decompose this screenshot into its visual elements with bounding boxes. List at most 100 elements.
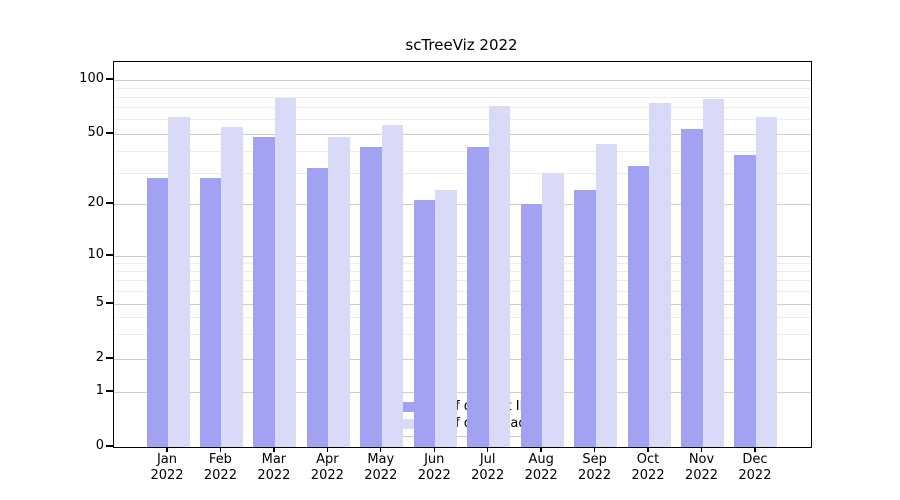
bar-downloads — [435, 190, 457, 447]
x-tick-year: 2022 — [578, 467, 612, 483]
y-tick-mark — [106, 390, 113, 392]
gridline-minor — [114, 270, 811, 272]
x-tick-year: 2022 — [417, 467, 451, 483]
bar-distinct-ips — [627, 165, 650, 447]
gridline-minor — [114, 87, 811, 89]
x-tick-label: Sep 2022 — [563, 452, 627, 483]
chart-title: scTreeViz 2022 — [405, 36, 518, 54]
x-tick-year: 2022 — [203, 467, 237, 483]
bar-distinct-ips — [520, 204, 543, 447]
x-tick-mark — [700, 447, 703, 452]
bar-distinct-ips — [199, 178, 222, 447]
y-tick-label: 20 — [87, 195, 104, 210]
x-tick-month: Dec — [742, 452, 768, 467]
bar-downloads — [702, 99, 724, 447]
bar-downloads — [755, 117, 778, 447]
x-tick-label: Feb 2022 — [188, 452, 252, 483]
x-tick-mark — [380, 447, 382, 452]
gridline-major — [114, 203, 811, 205]
x-tick-year: 2022 — [684, 467, 719, 483]
x-tick-month: Apr — [316, 452, 339, 467]
x-tick-label: Nov 2022 — [670, 452, 734, 483]
gridline-minor — [114, 262, 811, 264]
x-tick-month: Nov — [688, 452, 715, 467]
x-tick-mark — [326, 447, 329, 452]
y-tick-mark — [106, 254, 113, 256]
gridline-major — [114, 133, 811, 135]
y-tick-label: 0 — [95, 438, 104, 453]
bar-downloads — [328, 137, 350, 447]
x-tick-label: Mar 2022 — [242, 452, 306, 483]
x-tick-month: Aug — [528, 452, 554, 467]
x-tick-year: 2022 — [310, 467, 344, 483]
bar-downloads — [221, 126, 243, 447]
x-tick-mark — [433, 447, 435, 452]
x-tick-year: 2022 — [364, 467, 398, 483]
x-tick-label: Jun 2022 — [402, 452, 466, 483]
x-tick-mark — [540, 447, 542, 452]
y-tick-label: 100 — [79, 71, 104, 86]
x-tick-label: Apr 2022 — [295, 452, 359, 483]
gridline-minor — [114, 96, 811, 98]
gridline-minor — [114, 280, 811, 282]
x-tick-mark — [593, 447, 596, 452]
x-tick-label: Oct 2022 — [616, 452, 680, 483]
bar-distinct-ips — [467, 147, 489, 447]
x-tick-mark — [754, 447, 756, 452]
y-tick-mark — [106, 357, 113, 359]
x-tick-mark — [166, 447, 168, 452]
gridline-major — [114, 358, 811, 360]
x-tick-label: Jan 2022 — [135, 452, 199, 483]
bar-downloads — [649, 103, 671, 447]
x-tick-year: 2022 — [471, 467, 505, 483]
gridline-major — [114, 391, 811, 393]
y-tick-mark — [106, 302, 113, 304]
gridline-minor — [114, 290, 811, 292]
x-tick-month: Mar — [261, 452, 287, 467]
x-tick-year: 2022 — [631, 467, 665, 483]
x-tick-mark — [487, 447, 489, 452]
x-tick-label: Jul 2022 — [456, 452, 520, 483]
x-tick-year: 2022 — [524, 467, 558, 483]
x-tick-month: Oct — [636, 452, 660, 467]
y-tick-mark — [106, 78, 113, 80]
x-tick-year: 2022 — [257, 467, 291, 483]
x-tick-year: 2022 — [150, 467, 184, 483]
plot-area: Nb of distinct IPs Nb of downloads — [113, 61, 812, 448]
gridline-minor — [114, 172, 811, 174]
x-tick-mark — [219, 447, 222, 452]
bar-downloads — [274, 98, 297, 447]
x-tick-label: May 2022 — [349, 452, 413, 483]
bar-distinct-ips — [306, 168, 329, 447]
x-tick-month: May — [367, 452, 395, 467]
x-tick-label: Aug 2022 — [509, 452, 573, 483]
gridline-minor — [114, 334, 811, 336]
gridline-major — [114, 303, 811, 305]
bar-distinct-ips — [253, 137, 275, 447]
x-tick-year: 2022 — [738, 467, 772, 483]
y-tick-label: 5 — [95, 295, 104, 310]
bar-downloads — [381, 125, 404, 447]
bar-distinct-ips — [413, 200, 436, 447]
y-tick-mark — [106, 202, 113, 204]
x-tick-month: Feb — [208, 452, 232, 467]
bar-downloads — [168, 117, 190, 447]
y-tick-mark — [106, 445, 113, 447]
x-tick-month: Jun — [424, 452, 445, 467]
y-tick-label: 10 — [87, 247, 104, 262]
x-tick-label: Dec 2022 — [723, 452, 787, 483]
x-tick-month: Sep — [582, 452, 607, 467]
y-tick-label: 1 — [95, 383, 104, 398]
gridline-major — [114, 255, 811, 257]
x-tick-mark — [647, 447, 649, 452]
gridline-minor — [114, 107, 811, 109]
y-tick-label: 2 — [95, 350, 104, 365]
y-tick-label: 50 — [87, 125, 104, 140]
gridline-minor — [114, 150, 811, 152]
bar-downloads — [595, 143, 618, 447]
bar-distinct-ips — [146, 178, 168, 447]
gridline-major — [114, 79, 811, 81]
bar-downloads — [542, 173, 564, 447]
gridline-minor — [114, 119, 811, 121]
